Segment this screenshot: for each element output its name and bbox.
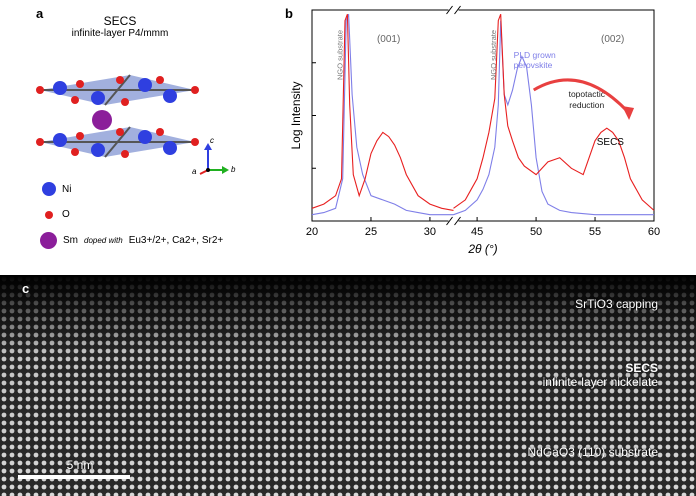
substrate-label: NdGaO3 (110) substrate <box>527 445 658 459</box>
legend-sm: Sm doped with Eu3+/2+, Ca2+, Sr2+ <box>40 232 223 249</box>
crystal-title: SECS <box>103 14 137 28</box>
panel-c-stem-image: c SrTiO3 capping SECS infinite-layer nic… <box>0 275 696 496</box>
topotactic-label-line2: reduction <box>569 100 604 110</box>
scalebar <box>18 475 130 479</box>
panel-b-label: b <box>285 6 293 21</box>
secs-label: SECS <box>625 361 658 375</box>
o-atom <box>116 76 124 84</box>
o-atom <box>36 138 44 146</box>
ni-atom <box>138 78 152 92</box>
o-atom <box>191 86 199 94</box>
sm-icon <box>40 232 57 249</box>
o-icon <box>45 210 53 219</box>
crystal-structure <box>36 74 199 158</box>
o-atom <box>121 98 129 106</box>
break-mark-left-0 <box>446 5 453 15</box>
axis-a-label: a <box>192 167 197 176</box>
o-atom <box>191 138 199 146</box>
panel-a: a SECS infinite-layer P4/mmm <box>0 0 290 270</box>
x-tick-label-4: 50 <box>530 226 542 238</box>
x-tick-label-2: 30 <box>424 226 436 238</box>
peak-002-label: (002) <box>601 34 624 45</box>
break-mark-right-1 <box>454 216 461 226</box>
o-atom <box>156 128 164 136</box>
ni-o-layer-top <box>36 74 199 106</box>
o-atom <box>76 132 84 140</box>
panel-c-label: c <box>22 281 30 296</box>
legend-o: O <box>45 209 70 220</box>
reduction-arrow-head <box>622 106 635 120</box>
break-mask-0 <box>448 6 459 14</box>
panel-a-label: a <box>36 6 44 21</box>
o-atom <box>156 76 164 84</box>
topotactic-label-line1: topotactic <box>569 89 606 99</box>
xrd-chart: 20 25 30 45 50 55 60 2θ (°) Log Intensity NGO sub… <box>289 5 660 256</box>
break-mark-right-0 <box>454 5 461 15</box>
axis-triad <box>199 143 229 175</box>
stem-lattice <box>0 275 696 496</box>
x-tick-label-1: 25 <box>365 226 377 238</box>
ni-atom <box>163 89 177 103</box>
ngo-substrate-label-1: NGO substrate <box>336 30 345 80</box>
crystal-subtitle: infinite-layer P4/mmm <box>71 28 169 39</box>
pld-label-line1: PLD grown <box>514 50 556 60</box>
axis-c-label: c <box>210 136 214 145</box>
capping-label: SrTiO3 capping <box>575 297 658 311</box>
o-atom <box>71 148 79 156</box>
scalebar-label: 5 nm <box>66 458 94 472</box>
reduction-arrow <box>532 78 630 114</box>
break-mark-left-1 <box>446 216 453 226</box>
nickelate-label: infinite-layer nickelate <box>542 375 658 389</box>
ni-atom <box>53 133 67 147</box>
axis-b-label: b <box>231 165 236 174</box>
ni-atom <box>91 143 105 157</box>
ngo-substrate-label-2: NGO substrate <box>489 30 498 80</box>
y-axis-label: Log Intensity <box>289 81 303 149</box>
secs-chart-label: SECS <box>597 137 625 148</box>
peak-001-label: (001) <box>377 34 400 45</box>
o-atom <box>76 80 84 88</box>
ni-atom <box>91 91 105 105</box>
x-tick-label-3: 45 <box>471 226 483 238</box>
pld-label-line2: perovskite <box>514 60 553 70</box>
x-axis-label: 2θ (°) <box>467 242 497 256</box>
ni-atom <box>138 130 152 144</box>
series-line-1 <box>311 14 655 211</box>
x-tick-label-0: 20 <box>306 226 318 238</box>
panel-b: b 20 25 30 45 50 55 60 2θ (°) Log Intensity NGO s… <box>280 0 696 270</box>
ni-atom <box>53 81 67 95</box>
o-atom <box>36 86 44 94</box>
series-line-0 <box>311 14 654 216</box>
ni-icon <box>42 182 56 196</box>
sm-atom <box>92 110 112 130</box>
ni-o-layer-bottom <box>36 126 199 158</box>
x-tick-label-5: 55 <box>589 226 601 238</box>
o-atom <box>71 96 79 104</box>
o-atom <box>121 150 129 158</box>
break-mask-1 <box>448 217 459 225</box>
o-atom <box>116 128 124 136</box>
x-tick-label-6: 60 <box>648 226 660 238</box>
ni-atom <box>163 141 177 155</box>
legend-ni: Ni <box>42 182 71 196</box>
